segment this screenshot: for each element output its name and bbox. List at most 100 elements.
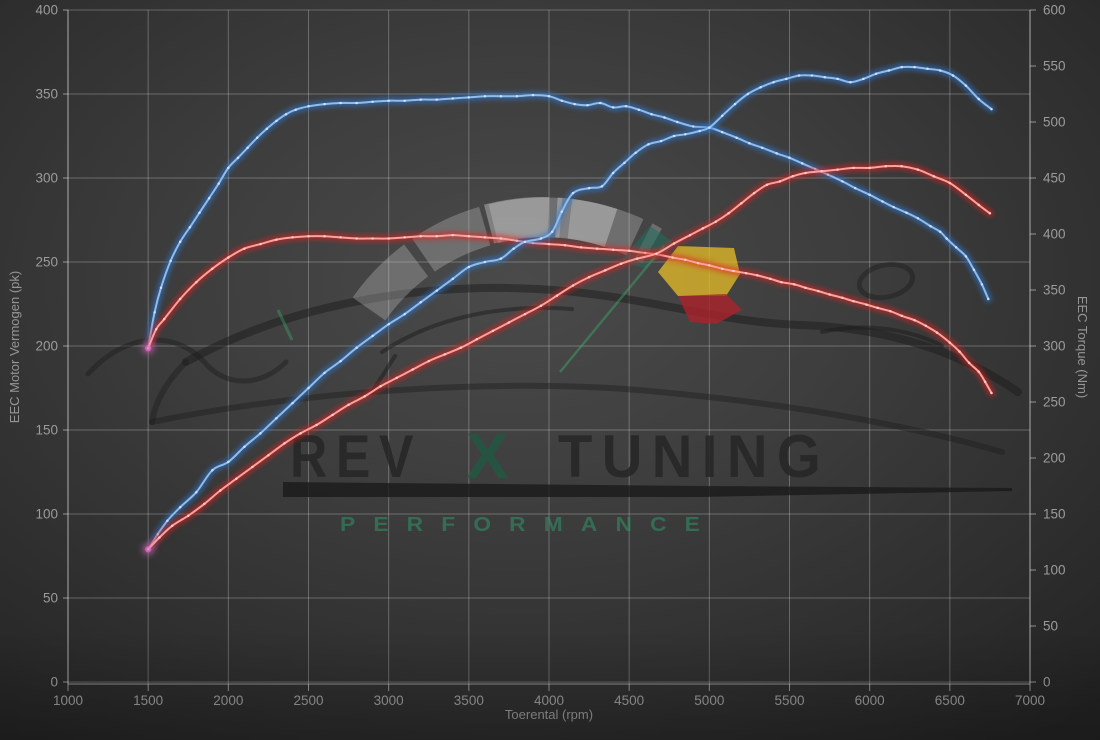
- data-point-dot: [483, 260, 487, 264]
- data-point-dot: [688, 233, 692, 237]
- x-tick-label: 2000: [213, 693, 243, 708]
- brand-text-rev: REV: [290, 423, 422, 490]
- data-point-dot: [451, 233, 455, 237]
- data-point-dot: [451, 97, 455, 100]
- data-point-dot: [435, 98, 439, 101]
- data-point-dot: [547, 94, 551, 98]
- data-point-dot: [371, 334, 374, 338]
- data-point-dot: [339, 236, 342, 239]
- data-point-dot: [188, 226, 192, 229]
- data-point-dot: [945, 237, 948, 240]
- data-point-dot: [162, 317, 166, 321]
- data-point-dot: [555, 294, 559, 297]
- data-point-dot: [379, 385, 382, 388]
- data-point-dot: [547, 242, 551, 246]
- y-left-tick-label: 350: [35, 87, 58, 102]
- data-point-dot: [571, 284, 575, 287]
- data-point-dot: [701, 227, 705, 230]
- data-point-dot: [483, 236, 487, 239]
- data-point-dot: [958, 350, 961, 353]
- data-point-dot: [733, 102, 737, 106]
- data-point-dot: [964, 193, 968, 197]
- data-point-dot: [916, 217, 920, 220]
- data-point-dot: [659, 139, 663, 143]
- brand-subtitle-performance: PERFORMANCE: [340, 514, 718, 536]
- y-right-axis-title: EEC Torque (Nm): [1075, 296, 1090, 398]
- data-point-dot: [619, 262, 623, 265]
- data-point-dot: [395, 376, 398, 380]
- data-point-dot: [720, 114, 724, 118]
- data-point-dot: [841, 180, 844, 183]
- data-point-dot: [491, 329, 495, 333]
- data-point-dot: [655, 252, 658, 255]
- data-point-dot: [371, 237, 374, 240]
- data-point-dot: [708, 264, 711, 267]
- data-point-dot: [804, 171, 807, 175]
- data-point-dot: [275, 416, 278, 420]
- data-point-dot: [692, 125, 695, 128]
- data-point-dot: [419, 234, 422, 238]
- x-tick-label: 5500: [774, 693, 804, 708]
- data-point-dot: [158, 536, 161, 539]
- y-right-tick-label: 100: [1043, 563, 1066, 578]
- data-point-dot: [913, 318, 916, 322]
- data-point-dot: [236, 156, 240, 160]
- data-point-dot: [154, 327, 158, 331]
- data-point-dot: [499, 94, 503, 98]
- data-point-dot: [259, 242, 262, 246]
- data-point-dot: [740, 201, 743, 205]
- y-left-tick-label: 100: [35, 507, 58, 522]
- data-point-dot: [443, 353, 447, 356]
- data-point-dot: [714, 220, 717, 223]
- data-point-dot: [932, 175, 936, 178]
- data-point-dot: [539, 237, 543, 240]
- data-point-dot: [507, 321, 511, 324]
- data-point-dot: [876, 306, 879, 310]
- data-point-dot: [512, 247, 515, 250]
- data-point-dot: [647, 143, 650, 146]
- data-point-dot: [603, 269, 607, 272]
- data-point-dot: [323, 371, 326, 375]
- data-point-dot: [810, 74, 814, 77]
- data-point-dot: [964, 255, 968, 258]
- data-point-dot: [624, 105, 628, 108]
- data-point-dot: [983, 380, 987, 384]
- data-point-dot: [964, 84, 968, 87]
- x-tick-label: 3000: [374, 693, 404, 708]
- data-point-dot: [211, 469, 214, 472]
- data-point-dot: [499, 237, 503, 240]
- data-point-dot: [294, 108, 297, 111]
- data-point-dot: [523, 240, 527, 244]
- data-point-dot: [387, 322, 390, 326]
- data-point-dot: [684, 258, 687, 262]
- data-point-dot: [752, 191, 756, 195]
- data-point-dot: [579, 246, 583, 249]
- data-point-dot: [889, 310, 892, 313]
- data-point-dot: [207, 196, 211, 200]
- data-point-dot: [159, 286, 163, 290]
- data-point-dot: [275, 238, 278, 241]
- data-point-dot: [913, 65, 916, 69]
- data-point-dot: [900, 164, 903, 168]
- data-point-dot: [531, 93, 535, 97]
- data-point-dot: [243, 445, 246, 449]
- data-point-dot: [852, 166, 855, 170]
- data-point-dot: [595, 247, 599, 250]
- data-point-dot: [874, 72, 878, 76]
- data-point-dot: [708, 126, 711, 129]
- data-point-dot: [243, 247, 246, 250]
- data-point-dot: [990, 391, 993, 395]
- data-point-dot: [227, 166, 230, 170]
- data-point-dot: [403, 312, 406, 316]
- data-point-dot: [153, 311, 156, 314]
- y-right-tick-label: 300: [1043, 339, 1066, 354]
- data-point-dot: [951, 74, 955, 77]
- data-point-dot: [793, 283, 796, 286]
- data-point-dot: [972, 268, 976, 272]
- data-point-dot: [523, 312, 527, 316]
- data-point-dot: [836, 77, 839, 81]
- y-right-tick-label: 600: [1043, 3, 1066, 18]
- data-point-dot: [291, 401, 294, 405]
- data-point-dot: [663, 116, 666, 119]
- y-right-tick-label: 150: [1043, 507, 1066, 522]
